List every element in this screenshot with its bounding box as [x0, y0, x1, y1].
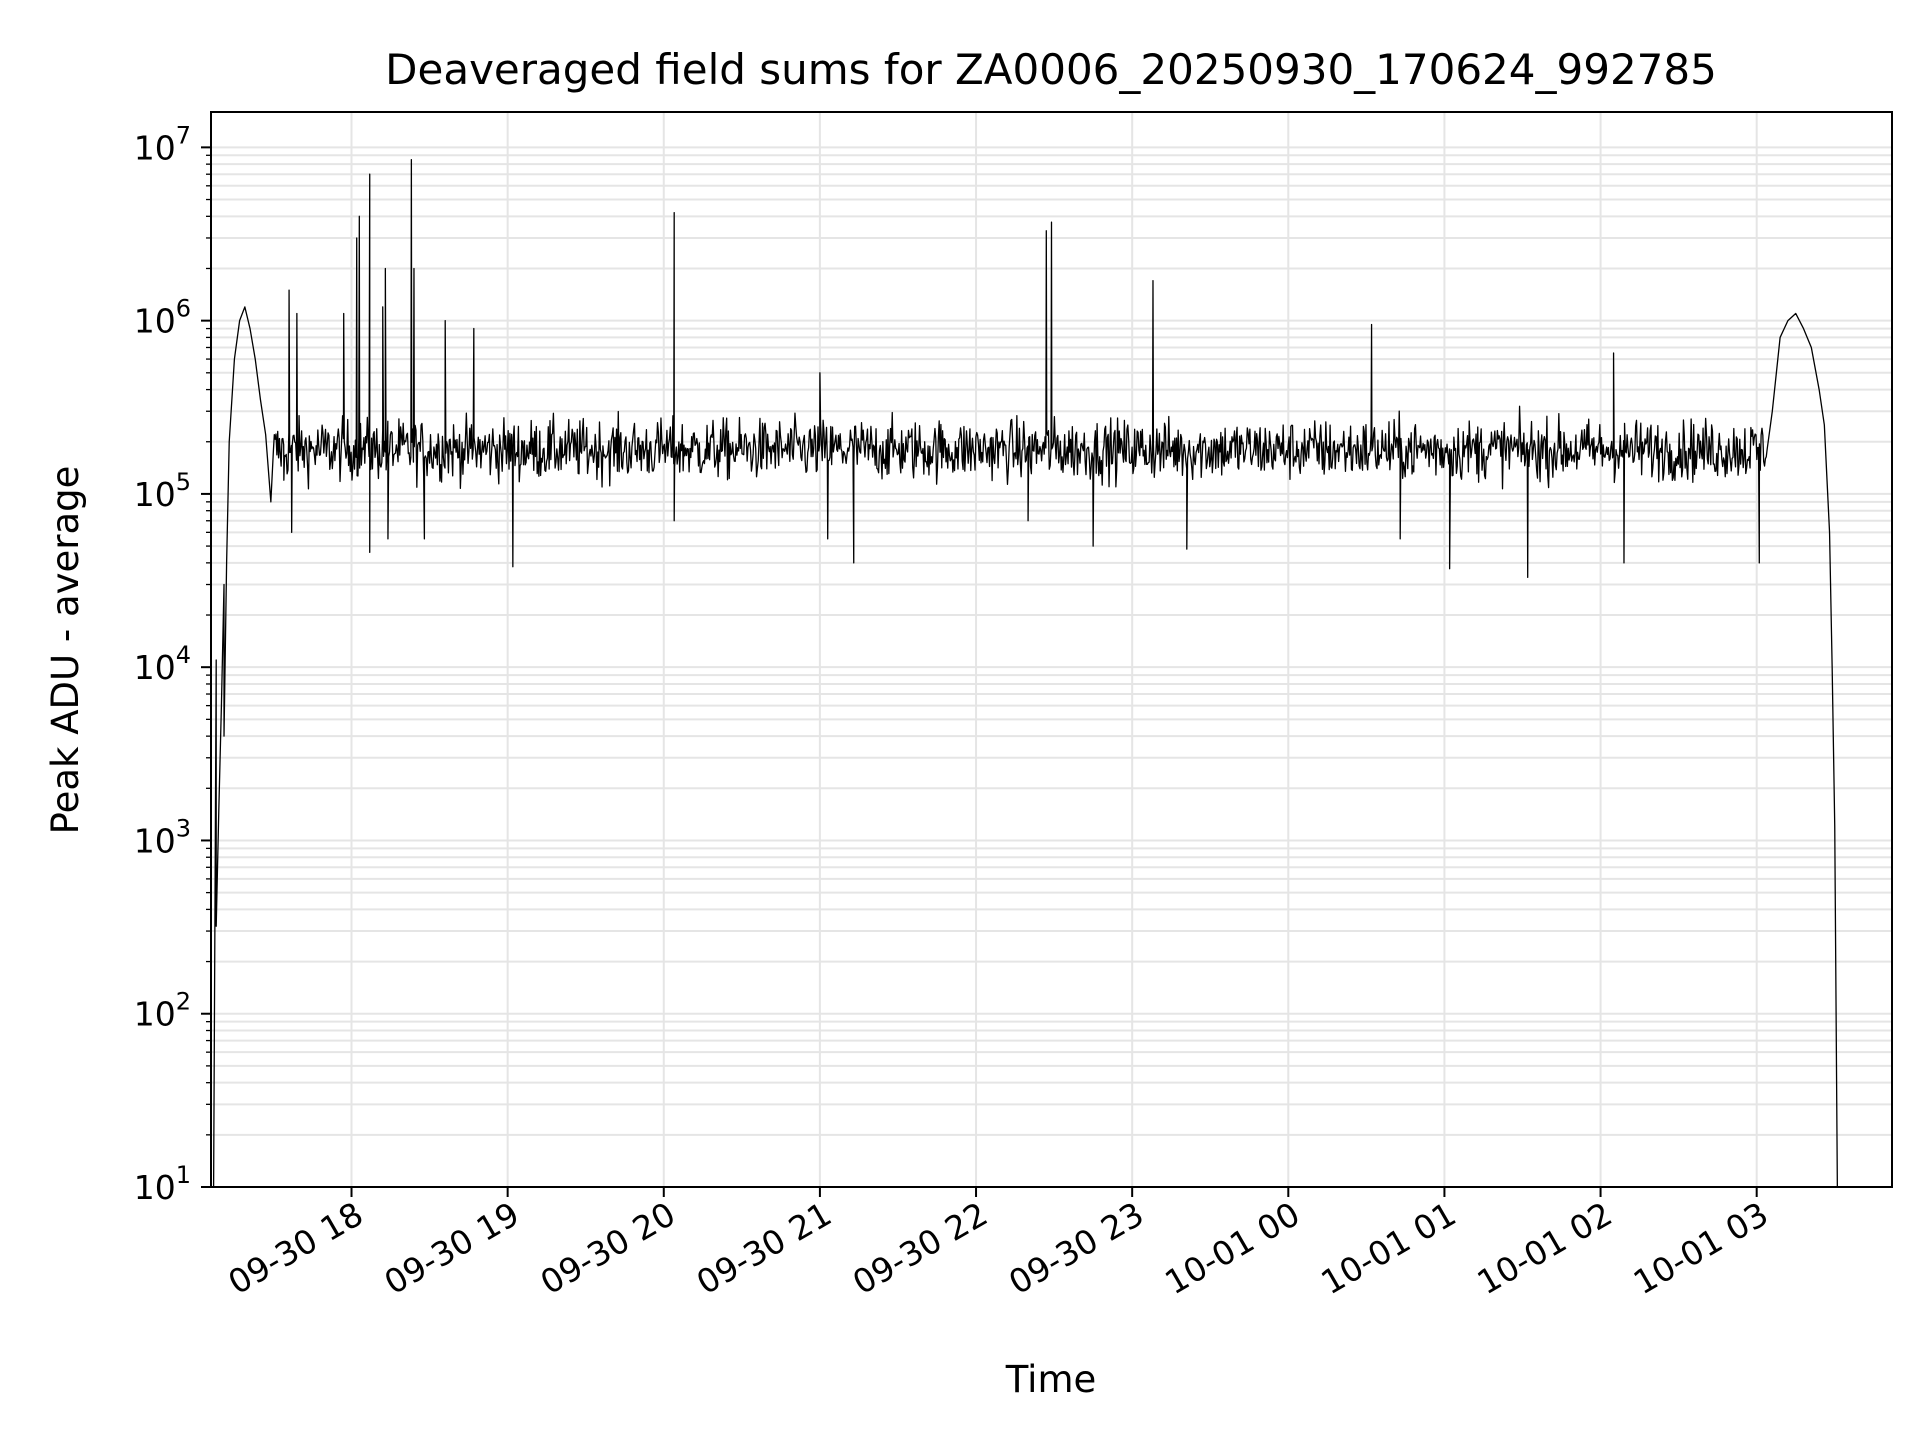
- y-axis-label: Peak ADU - average: [44, 466, 87, 835]
- plot-area-frame: [210, 111, 1893, 1188]
- data-series: [212, 158, 1838, 1188]
- y-tick-label: 103: [134, 814, 191, 860]
- chart-title: Deaveraged field sums for ZA0006_2025093…: [385, 45, 1717, 94]
- y-tick-label: 106: [134, 295, 191, 341]
- y-tick-label: 104: [134, 641, 191, 687]
- y-tick-label: 107: [134, 121, 191, 167]
- y-tick-label: 102: [134, 988, 191, 1034]
- y-tick-label: 105: [134, 468, 191, 514]
- x-axis-label: Time: [1005, 1358, 1097, 1401]
- axis-ticks: [201, 146, 1758, 1197]
- y-tick-label: 101: [134, 1161, 191, 1207]
- series-line: [212, 158, 1838, 1188]
